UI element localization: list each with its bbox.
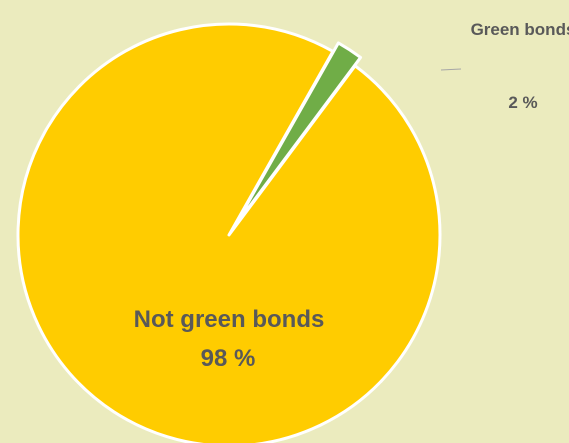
green-bonds-label: Green bonds [471, 20, 569, 39]
green-bonds-leader-line [440, 68, 462, 71]
not-green-bonds-value-label: 98 % [201, 345, 256, 372]
pie-slice-green-bonds [232, 41, 363, 229]
pie-slices [16, 22, 442, 443]
green-bonds-value-label: 2 % [508, 93, 537, 112]
not-green-bonds-label: Not green bonds [134, 306, 325, 333]
pie-labels: Green bonds 2 % Not green bonds 98 % [134, 20, 569, 372]
pie-slice-not-green-bonds [16, 22, 442, 443]
